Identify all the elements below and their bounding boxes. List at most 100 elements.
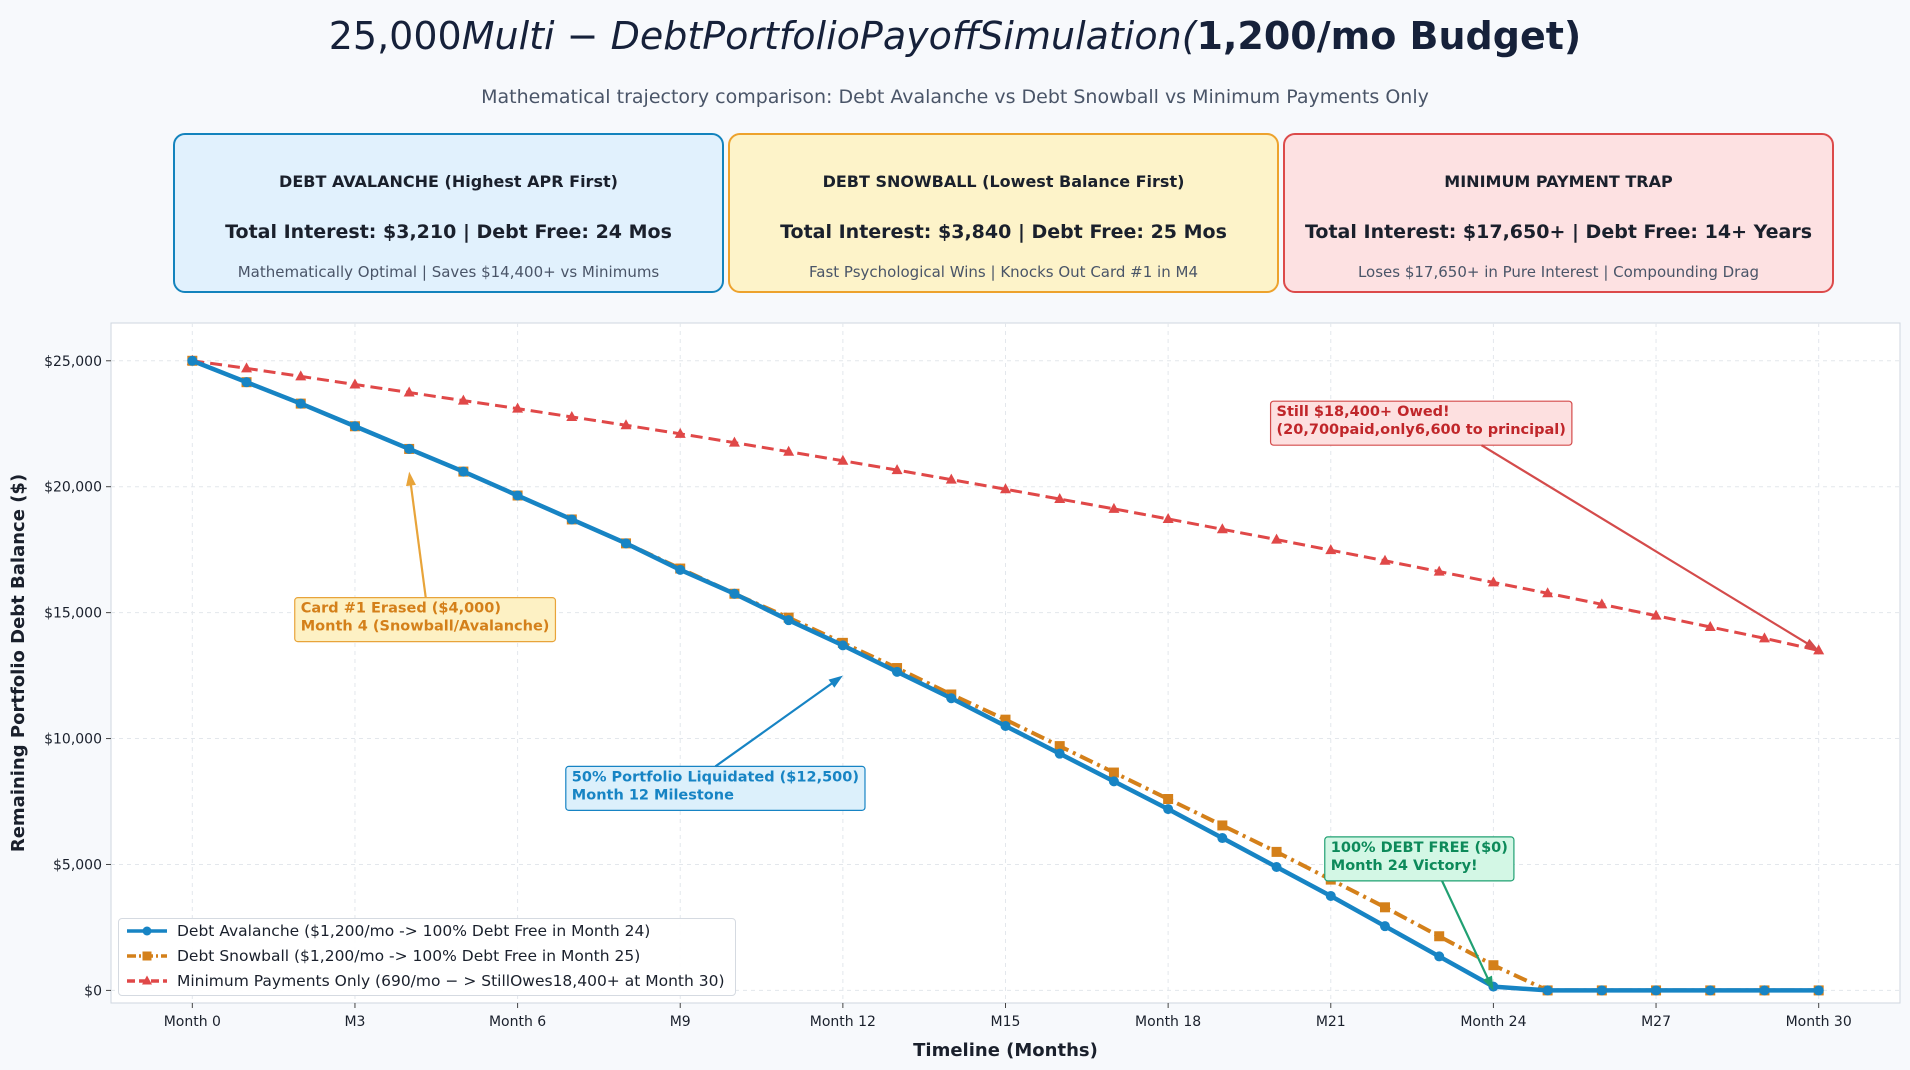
data-point xyxy=(566,410,578,421)
data-point xyxy=(1163,794,1174,804)
data-point xyxy=(1000,714,1011,725)
annotation-callout: Card #1 Erased ($4,000) Month 4 (Snowball… xyxy=(294,471,557,643)
data-point xyxy=(1759,985,1770,996)
data-point xyxy=(1434,951,1445,962)
data-point xyxy=(1379,554,1391,565)
x-tick-label: Month 0 xyxy=(164,1014,221,1030)
annotation-callout: 50% Portfolio Liquidated ($12,500) Month … xyxy=(565,675,866,811)
annotation-text: 100% DEBT FREE ($0) xyxy=(1331,840,1508,856)
data-point xyxy=(404,443,415,454)
y-axis-label: Remaining Portfolio Debt Balance ($) xyxy=(8,474,29,852)
legend-item-avalanche: Debt Avalanche ($1,200/mo -> 100% Debt F… xyxy=(125,920,650,942)
data-point xyxy=(1271,862,1282,872)
legend-label: Debt Avalanche ($1,200/mo -> 100% Debt F… xyxy=(177,922,651,940)
annotation-arrowhead xyxy=(406,471,416,487)
snowball-summary-card: DEBT SNOWBALL (Lowest Balance First) Tot… xyxy=(728,133,1279,293)
data-point xyxy=(349,421,360,432)
data-point xyxy=(295,398,306,409)
x-tick-label: M3 xyxy=(344,1014,365,1030)
card-subtext: Fast Psychological Wins | Knocks Out Car… xyxy=(809,263,1198,281)
data-point xyxy=(187,355,198,366)
data-point xyxy=(1542,587,1554,598)
x-tick-label: Month 12 xyxy=(810,1014,876,1030)
avalanche-summary-card: DEBT AVALANCHE (Highest APR First) Total… xyxy=(173,133,724,293)
data-point xyxy=(945,473,957,484)
annotation-text: Month 4 (Snowball/Avalanche) xyxy=(301,619,550,635)
data-point xyxy=(1108,767,1119,778)
annotation-callout: 100% DEBT FREE ($0) Month 24 Victory! xyxy=(1324,836,1515,991)
x-tick-label: Month 30 xyxy=(1786,1014,1852,1030)
legend-marker xyxy=(142,951,152,961)
data-point xyxy=(241,362,253,373)
data-point xyxy=(1271,533,1283,544)
annotation-arrow xyxy=(714,677,841,768)
legend-label: Debt Snowball ($1,200/mo -> 100% Debt Fr… xyxy=(177,947,641,965)
data-point xyxy=(1163,804,1174,815)
data-point xyxy=(1651,985,1662,996)
card-heading: DEBT SNOWBALL (Lowest Balance First) xyxy=(822,172,1185,191)
data-point xyxy=(1542,985,1553,996)
data-point xyxy=(837,454,849,465)
x-tick-label: Month 18 xyxy=(1135,1014,1201,1030)
legend-item-minimum: Minimum Payments Only (690/mo − > StillO… xyxy=(125,970,725,992)
minimum-payment-summary-card: MINIMUM PAYMENT TRAP Total Interest: $17… xyxy=(1283,133,1834,293)
data-point xyxy=(1217,820,1228,831)
data-point xyxy=(837,640,848,651)
data-point xyxy=(1650,609,1662,620)
y-tick-label: $10,000 xyxy=(44,732,102,748)
data-point xyxy=(946,693,957,704)
chart-subtitle: Mathematical trajectory comparison: Debt… xyxy=(481,86,1429,108)
data-point xyxy=(1054,748,1065,759)
x-axis-label: Timeline (Months) xyxy=(913,1040,1098,1061)
legend-marker xyxy=(142,926,152,936)
data-point xyxy=(403,386,415,397)
data-point xyxy=(1379,902,1390,913)
y-tick-label: $5,000 xyxy=(53,857,102,873)
legend-swatch-avalanche xyxy=(127,926,167,936)
data-point xyxy=(729,588,740,599)
annotation-arrowhead xyxy=(828,675,843,688)
annotation-box xyxy=(1324,836,1515,882)
data-point xyxy=(892,666,903,677)
legend-swatch-minimum xyxy=(127,975,167,985)
data-point xyxy=(1054,493,1066,504)
card-heading: MINIMUM PAYMENT TRAP xyxy=(1444,172,1673,191)
annotation-text: 50% Portfolio Liquidated ($12,500) xyxy=(572,769,859,785)
data-point xyxy=(512,490,523,501)
y-tick-label: $25,000 xyxy=(44,354,102,370)
chart-title-part3: 1,200/mo Budget) xyxy=(1196,14,1582,58)
data-point xyxy=(512,402,524,413)
annotation-arrow xyxy=(408,475,427,598)
card-main-stat: Total Interest: $3,840 | Debt Free: 25 M… xyxy=(780,221,1227,243)
chart-title-part2: Multi − DebtPortfolioPayoffSimulation( xyxy=(461,14,1197,58)
card-subtext: Loses $17,650+ in Pure Interest | Compou… xyxy=(1357,263,1760,281)
data-point xyxy=(1758,632,1770,643)
data-point xyxy=(1813,985,1824,996)
data-point xyxy=(1433,565,1445,576)
data-point xyxy=(1325,544,1337,555)
x-tick-label: M21 xyxy=(1316,1014,1346,1030)
data-point xyxy=(1434,931,1445,942)
legend-marker xyxy=(142,975,152,985)
y-tick-label: $15,000 xyxy=(44,606,102,622)
data-point xyxy=(1596,598,1608,609)
annotation-text: (20,700paid,only6,600 to principal) xyxy=(1277,422,1566,438)
data-point xyxy=(891,464,903,475)
data-point xyxy=(1271,846,1282,857)
annotation-text: Still $18,400+ Owed! xyxy=(1277,404,1450,420)
chart-title-part1: 25,000 xyxy=(328,14,462,58)
chart-title: 25,000Multi − DebtPortfolioPayoffSimulat… xyxy=(0,14,1910,58)
data-point xyxy=(1000,483,1011,494)
data-point xyxy=(457,394,469,405)
data-point xyxy=(1705,985,1716,996)
annotation-arrow xyxy=(1441,880,1493,988)
chart-legend: Debt Avalanche ($1,200/mo -> 100% Debt F… xyxy=(118,918,736,996)
data-point xyxy=(1108,776,1119,787)
x-tick-label: Month 6 xyxy=(489,1014,546,1030)
data-point xyxy=(1813,644,1825,655)
data-point xyxy=(1162,512,1174,523)
data-point xyxy=(295,370,307,381)
series-circle-line xyxy=(187,355,1824,996)
data-point xyxy=(349,378,361,389)
